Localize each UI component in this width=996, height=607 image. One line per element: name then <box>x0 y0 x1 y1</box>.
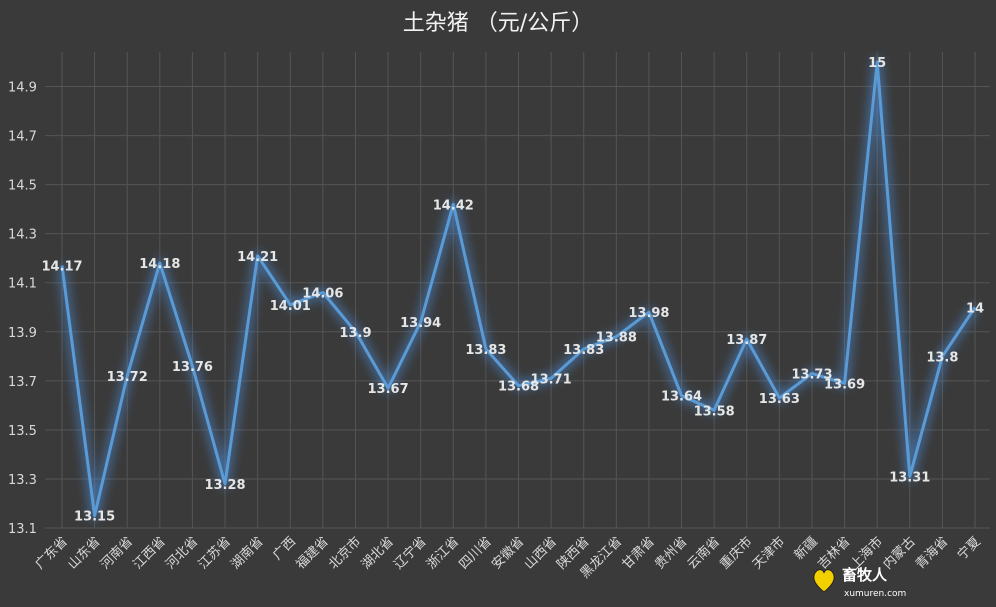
watermark-site-url: xumuren.com <box>844 589 906 599</box>
y-tick-label: 14.3 <box>8 228 37 243</box>
data-label: 13.67 <box>368 382 409 397</box>
data-label: 14 <box>966 301 984 316</box>
y-tick-label: 14.7 <box>8 130 37 145</box>
x-tick-label: 甘肃省 <box>620 534 658 572</box>
data-label: 13.9 <box>339 326 371 341</box>
x-tick-label: 江苏省 <box>195 534 234 573</box>
data-label: 13.71 <box>531 372 572 387</box>
y-tick-label: 13.3 <box>8 473 37 488</box>
data-label: 13.69 <box>824 377 865 392</box>
x-tick-label: 广西 <box>270 534 299 563</box>
data-label: 14.18 <box>139 257 180 272</box>
data-label: 13.94 <box>400 316 441 331</box>
data-label: 13.68 <box>498 380 539 395</box>
x-tick-label: 青海省 <box>913 534 951 572</box>
x-tick-label: 河南省 <box>97 534 136 573</box>
data-label: 13.76 <box>172 360 213 375</box>
y-tick-label: 13.5 <box>8 424 37 439</box>
data-label: 13.15 <box>74 510 115 525</box>
x-tick-label: 天津市 <box>749 534 788 573</box>
data-label: 14.42 <box>433 198 474 213</box>
x-tick-label: 北京市 <box>325 534 364 573</box>
data-label: 14.17 <box>41 260 82 275</box>
data-label: 15 <box>868 56 886 71</box>
x-tick-label: 四川省 <box>457 534 495 572</box>
data-label: 13.31 <box>889 470 930 485</box>
x-tick-label: 广东省 <box>33 534 71 572</box>
x-tick-label: 山西省 <box>522 534 560 572</box>
x-tick-label: 湖北省 <box>359 534 397 572</box>
y-tick-label: 14.1 <box>8 277 37 292</box>
y-axis-ticks: 13.1 13.3 13.5 13.7 13.9 14.1 14.3 14.5 14.7 14.9 <box>8 81 37 537</box>
data-label: 14.21 <box>237 250 278 265</box>
y-tick-label: 13.7 <box>8 375 37 390</box>
data-label: 14.01 <box>270 299 311 314</box>
data-label: 13.87 <box>726 333 767 348</box>
data-label: 13.98 <box>628 306 669 321</box>
data-label: 13.8 <box>926 350 958 365</box>
x-tick-label: 河北省 <box>163 534 201 572</box>
site-watermark: 畜牧人 xumuren.com <box>813 566 906 599</box>
data-label: 13.83 <box>465 343 506 358</box>
x-tick-label: 宁夏 <box>954 534 984 564</box>
heart-logo-icon <box>813 569 835 593</box>
x-tick-label: 云南省 <box>684 534 723 573</box>
data-label: 13.88 <box>596 331 637 346</box>
y-tick-label: 14.5 <box>8 179 37 194</box>
watermark-site-name: 畜牧人 <box>842 566 888 584</box>
x-tick-label: 安徽省 <box>489 534 527 572</box>
chart-title: 土杂猪 （元/公斤） <box>403 11 593 36</box>
x-tick-label: 湖南省 <box>228 534 267 573</box>
data-label: 13.73 <box>791 367 832 382</box>
data-labels: 14.17 13.15 13.72 14.18 13.76 13.28 14.21 14.01… <box>41 56 984 525</box>
data-label: 13.28 <box>204 478 245 493</box>
data-label: 13.58 <box>694 404 735 419</box>
x-tick-label: 福建省 <box>293 534 331 572</box>
x-tick-label: 新疆 <box>791 534 821 564</box>
y-tick-label: 13.9 <box>8 326 37 341</box>
x-tick-label: 江西省 <box>130 534 168 572</box>
series-layer <box>57 57 979 521</box>
series-line <box>60 60 977 518</box>
x-tick-label: 重庆市 <box>717 534 756 573</box>
data-label: 13.64 <box>661 390 702 405</box>
x-tick-label: 浙江省 <box>424 534 462 572</box>
data-label: 13.72 <box>107 370 148 385</box>
data-label: 13.83 <box>563 343 604 358</box>
x-tick-label: 辽宁省 <box>391 534 430 573</box>
data-label: 13.63 <box>759 392 800 407</box>
y-tick-label: 14.9 <box>8 81 37 96</box>
grid-layer <box>45 52 990 529</box>
x-tick-label: 山东省 <box>65 534 103 572</box>
x-tick-label: 贵州省 <box>652 534 690 572</box>
y-tick-label: 13.1 <box>8 522 37 537</box>
data-label: 14.06 <box>302 287 343 302</box>
